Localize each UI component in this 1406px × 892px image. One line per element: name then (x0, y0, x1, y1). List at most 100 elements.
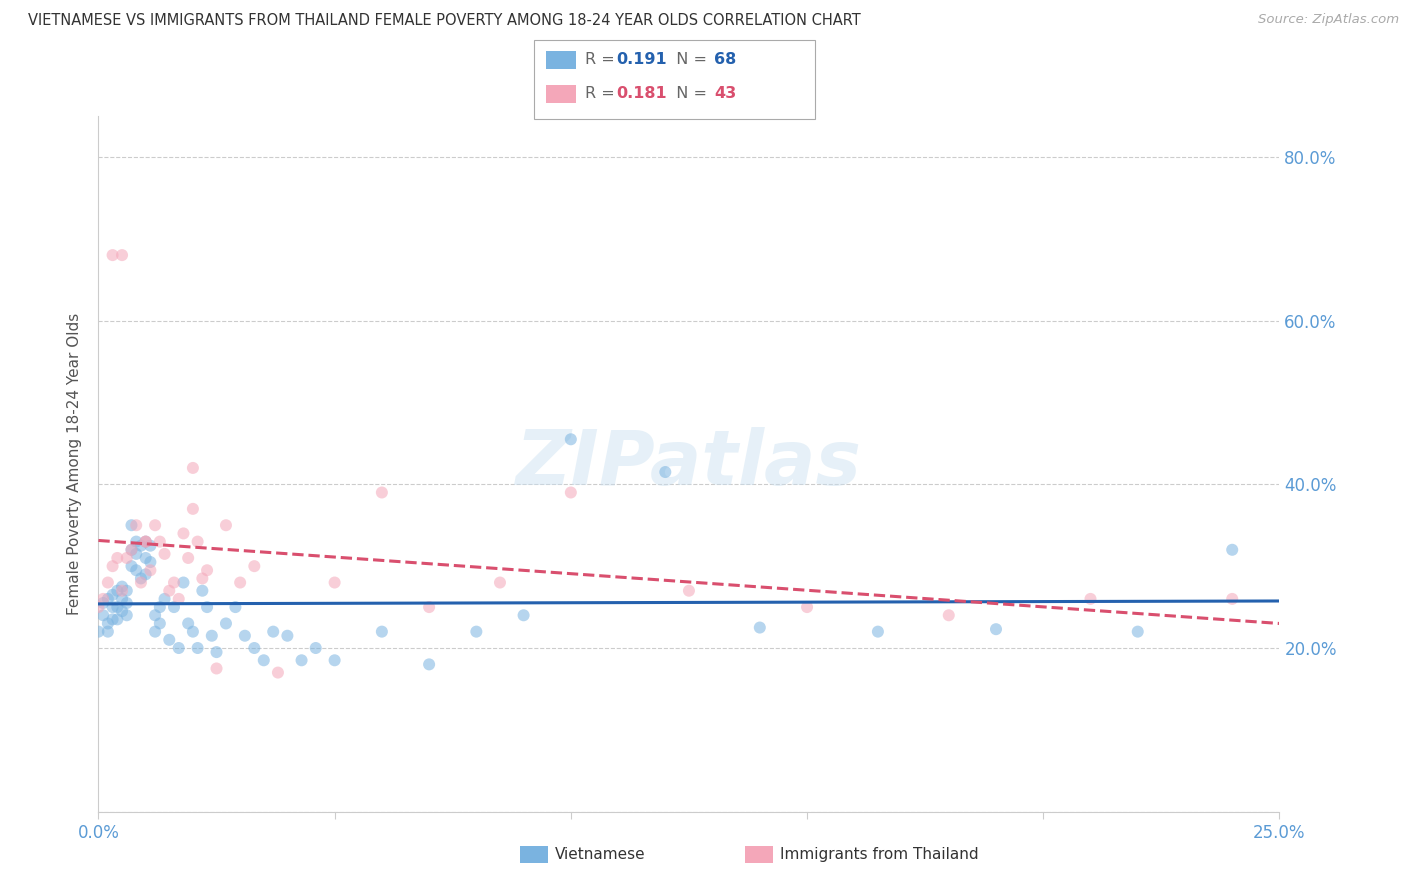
Point (135, 534, 157, 549)
Point (135, 534, 157, 549)
Point (111, 580, 134, 594)
Point (224, 600, 246, 615)
Point (97, 624, 120, 639)
Point (91, 608, 114, 623)
Point (276, 629, 298, 643)
Point (191, 583, 214, 598)
Point (101, 559, 124, 574)
Point (111, 604, 134, 618)
Point (489, 575, 512, 590)
Point (560, 485, 582, 500)
Point (153, 547, 176, 561)
Point (97, 591, 120, 606)
Point (115, 551, 138, 566)
Point (111, 583, 134, 598)
Point (111, 591, 134, 606)
Point (97, 616, 120, 631)
Point (1126, 624, 1149, 639)
Point (305, 640, 328, 655)
Point (135, 551, 157, 566)
Text: 0.191: 0.191 (616, 53, 666, 67)
Point (111, 248, 134, 262)
Text: Immigrants from Thailand: Immigrants from Thailand (780, 847, 979, 862)
Point (187, 640, 209, 655)
Point (172, 575, 194, 590)
Point (181, 624, 204, 639)
Point (149, 534, 172, 549)
Text: 68: 68 (714, 53, 737, 67)
Text: 43: 43 (714, 87, 737, 101)
Text: R =: R = (585, 53, 620, 67)
Point (418, 600, 440, 615)
Text: Vietnamese: Vietnamese (555, 847, 645, 862)
Point (143, 518, 166, 533)
Point (1220, 542, 1243, 557)
Point (163, 575, 186, 590)
Point (512, 608, 534, 623)
Point (129, 575, 152, 590)
Point (97, 575, 120, 590)
Point (157, 583, 180, 598)
Point (125, 563, 148, 577)
Point (87, 600, 110, 615)
Point (121, 542, 143, 557)
Point (371, 485, 394, 500)
Point (418, 657, 440, 672)
Text: N =: N = (666, 53, 713, 67)
Point (143, 608, 166, 623)
Point (101, 612, 124, 626)
Point (1220, 591, 1243, 606)
Text: ZIPatlas: ZIPatlas (516, 427, 862, 500)
Point (215, 616, 238, 631)
Point (167, 640, 190, 655)
Point (129, 571, 152, 585)
Point (121, 542, 143, 557)
Point (139, 555, 162, 569)
Point (195, 563, 218, 577)
Point (121, 559, 143, 574)
Text: Source: ZipAtlas.com: Source: ZipAtlas.com (1258, 13, 1399, 27)
Point (243, 559, 266, 574)
Point (153, 591, 176, 606)
Point (215, 518, 238, 533)
Point (290, 653, 312, 667)
Point (253, 653, 276, 667)
Point (201, 629, 224, 643)
Point (654, 465, 676, 479)
Text: N =: N = (666, 87, 713, 101)
Text: R =: R = (585, 87, 620, 101)
Point (181, 461, 204, 475)
Point (167, 591, 190, 606)
Point (177, 616, 200, 631)
Point (371, 624, 394, 639)
Point (135, 567, 157, 582)
Point (177, 551, 200, 566)
Point (115, 608, 138, 623)
Point (125, 534, 148, 549)
Point (233, 629, 256, 643)
Point (205, 645, 228, 659)
Point (115, 596, 138, 610)
Point (163, 600, 186, 615)
Point (105, 600, 128, 615)
Point (129, 539, 152, 553)
Point (560, 432, 582, 446)
Point (87, 624, 110, 639)
Point (938, 608, 960, 623)
Point (125, 547, 148, 561)
Point (1080, 591, 1102, 606)
Point (135, 534, 157, 549)
Point (121, 518, 143, 533)
Point (267, 665, 290, 680)
Point (195, 600, 218, 615)
Point (101, 588, 124, 602)
Point (149, 600, 172, 615)
Y-axis label: Female Poverty Among 18-24 Year Olds: Female Poverty Among 18-24 Year Olds (67, 313, 83, 615)
Point (115, 583, 138, 598)
Point (157, 632, 180, 647)
Point (91, 591, 114, 606)
Point (187, 534, 209, 549)
Point (139, 563, 162, 577)
Point (91, 596, 114, 610)
Point (678, 583, 700, 598)
